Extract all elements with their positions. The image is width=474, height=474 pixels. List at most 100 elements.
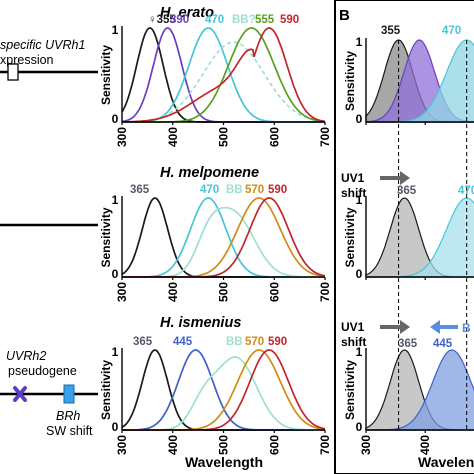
x-tick-label: 700 [318,127,332,147]
species-title: H. erato [160,5,214,21]
sensitivity-curve [122,197,326,278]
sensitivity-curve [122,349,326,431]
x-tick-label: 600 [267,282,281,302]
peak-label: 570 [245,336,264,348]
y-tick-label: 1 [112,23,119,37]
panel-b-row-1: Sensitivity 1 0 [343,35,474,126]
brh-gene-box-icon [63,384,75,404]
y-axis-label: Sensitivity [343,51,357,111]
peak-label: 470 [200,184,219,196]
peak-label: 590 [268,184,287,196]
y-axis-label: Sensitivity [99,45,113,105]
partial-label: B [462,321,471,335]
x-tick-label: 600 [267,435,281,455]
sensitivity-curve [122,27,325,123]
sensitivity-curve [122,197,326,278]
x-tick-label: 300 [115,127,129,147]
y-tick-label: 0 [356,112,363,126]
sensitivity-curve [121,27,325,123]
panel-b-letter: B [339,7,350,24]
left-annotations: specific UVRh1 xpression UVRh2 pseudogen… [0,38,98,438]
y-axis-label: Sensitivity [343,360,357,420]
peak-label: 470 [458,185,474,197]
sensitivity-curve [122,349,326,431]
y-tick-label: 0 [112,112,119,126]
y-tick-label: 0 [112,420,119,434]
y-tick-label: 1 [356,193,363,207]
peak-label: 365 [397,185,417,197]
peak-label: 470 [205,14,224,26]
sensitivity-curve [121,27,325,123]
panel-b: B Sensitivity10Sensitivity10Sensitivity1… [334,0,474,474]
gene-box-icon [7,63,19,81]
shift-label: shift [341,186,366,200]
x-tick-label: 600 [267,127,281,147]
peak-label: 365 [398,338,418,350]
uv1-label: UV1 [341,320,365,334]
panel-b-clipped: Sensitivity10Sensitivity10Sensitivity103… [341,25,474,470]
sensitivity-curve [122,41,326,123]
y-tick-label: 1 [356,345,363,359]
x-tick-label: 500 [217,435,231,455]
specific-uvrh1-label: specific UVRh1 [0,38,85,52]
peak-label: 470 [442,25,461,37]
sensitivity-curve [122,349,325,431]
x-tick-label: 700 [318,435,332,455]
shift-arrow-right-icon [380,320,410,334]
peak-label: 590 [268,336,287,348]
pseudogene-cross-icon [13,386,27,402]
shift-label: shift [341,335,366,349]
x-tick-label: 300 [359,435,373,455]
species-title: H. ismenius [160,315,241,331]
uvrh2-label: UVRh2 [6,349,46,363]
peak-label: 445 [173,336,193,348]
peak-label: 390 [170,14,189,26]
x-tick-label: 300 [115,282,129,302]
y-tick-label: 0 [112,267,119,281]
y-axis-label: Sensitivity [99,360,113,420]
y-axis-label: Sensitivity [343,207,357,267]
shift-arrow-left-icon [430,320,458,334]
y-tick-label: 1 [112,345,119,359]
y-tick-label: 0 [356,420,363,434]
peak-label: BB [226,336,243,348]
y-tick-label: 0 [356,267,363,281]
brh-label: BRh [56,409,80,423]
peak-label: ♀355 [148,14,176,26]
sensitivity-curve [122,197,325,278]
x-tick-label: 400 [166,127,180,147]
y-tick-label: 1 [356,35,363,49]
x-tick-label: 500 [217,282,231,302]
peak-label: BB [226,184,243,196]
pseudogene-label: pseudogene [8,364,77,378]
x-tick-label: 700 [318,282,332,302]
peak-label: BB? [232,14,256,26]
sensitivity-curve [122,27,326,123]
sensitivity-curve [122,27,326,123]
x-axis-label-partial: Wavelen [418,454,474,470]
sensitivity-curve [121,349,325,431]
sensitivity-curve [121,197,325,278]
peak-label: 555 [255,14,275,26]
sw-shift-label: SW shift [46,424,93,438]
sensitivity-curve [122,356,325,431]
y-axis-label: Sensitivity [99,207,113,267]
peak-label: 365 [130,184,150,196]
panel-b-frame [334,0,474,474]
uv1-label: UV1 [341,171,365,185]
x-tick-label: 400 [418,435,432,455]
x-axis-label: Wavelength [185,454,263,470]
peak-label: 355 [381,25,401,37]
y-tick-label: 1 [112,193,119,207]
x-tick-label: 400 [166,282,180,302]
peak-label: 590 [280,14,299,26]
x-tick-label: 300 [115,435,129,455]
species-title: H. melpomene [160,165,259,181]
